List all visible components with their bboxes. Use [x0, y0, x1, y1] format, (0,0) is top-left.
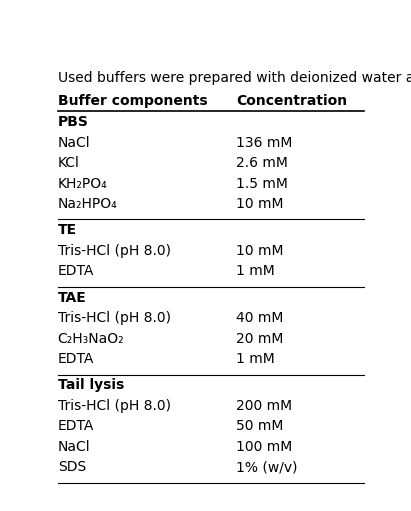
- Text: Tail lysis: Tail lysis: [58, 379, 124, 392]
- Text: NaCl: NaCl: [58, 136, 90, 150]
- Text: 40 mM: 40 mM: [236, 311, 284, 325]
- Text: 200 mM: 200 mM: [236, 399, 292, 413]
- Text: 50 mM: 50 mM: [236, 420, 284, 433]
- Text: 20 mM: 20 mM: [236, 332, 284, 345]
- Text: 10 mM: 10 mM: [236, 197, 284, 211]
- Text: Tris-HCl (pH 8.0): Tris-HCl (pH 8.0): [58, 244, 171, 258]
- Text: Used buffers were prepared with deionized water a: Used buffers were prepared with deionize…: [58, 71, 411, 85]
- Text: 136 mM: 136 mM: [236, 136, 293, 150]
- Text: 2.6 mM: 2.6 mM: [236, 156, 288, 170]
- Text: Tris-HCl (pH 8.0): Tris-HCl (pH 8.0): [58, 311, 171, 325]
- Text: 1.5 mM: 1.5 mM: [236, 177, 288, 191]
- Text: PBS: PBS: [58, 115, 89, 129]
- Text: 100 mM: 100 mM: [236, 440, 292, 454]
- Text: 1 mM: 1 mM: [236, 352, 275, 366]
- Text: 10 mM: 10 mM: [236, 244, 284, 258]
- Text: 1 mM: 1 mM: [236, 264, 275, 278]
- Text: EDTA: EDTA: [58, 352, 94, 366]
- Text: EDTA: EDTA: [58, 264, 94, 278]
- Text: SDS: SDS: [58, 460, 86, 474]
- Text: TAE: TAE: [58, 291, 86, 305]
- Text: Tris-HCl (pH 8.0): Tris-HCl (pH 8.0): [58, 399, 171, 413]
- Text: NaCl: NaCl: [58, 440, 90, 454]
- Text: TE: TE: [58, 223, 77, 238]
- Text: EDTA: EDTA: [58, 420, 94, 433]
- Text: KCl: KCl: [58, 156, 80, 170]
- Text: 1% (w/v): 1% (w/v): [236, 460, 298, 474]
- Text: KH₂PO₄: KH₂PO₄: [58, 177, 108, 191]
- Text: Concentration: Concentration: [236, 94, 347, 108]
- Text: Na₂HPO₄: Na₂HPO₄: [58, 197, 118, 211]
- Text: C₂H₃NaO₂: C₂H₃NaO₂: [58, 332, 125, 345]
- Text: Buffer components: Buffer components: [58, 94, 208, 108]
